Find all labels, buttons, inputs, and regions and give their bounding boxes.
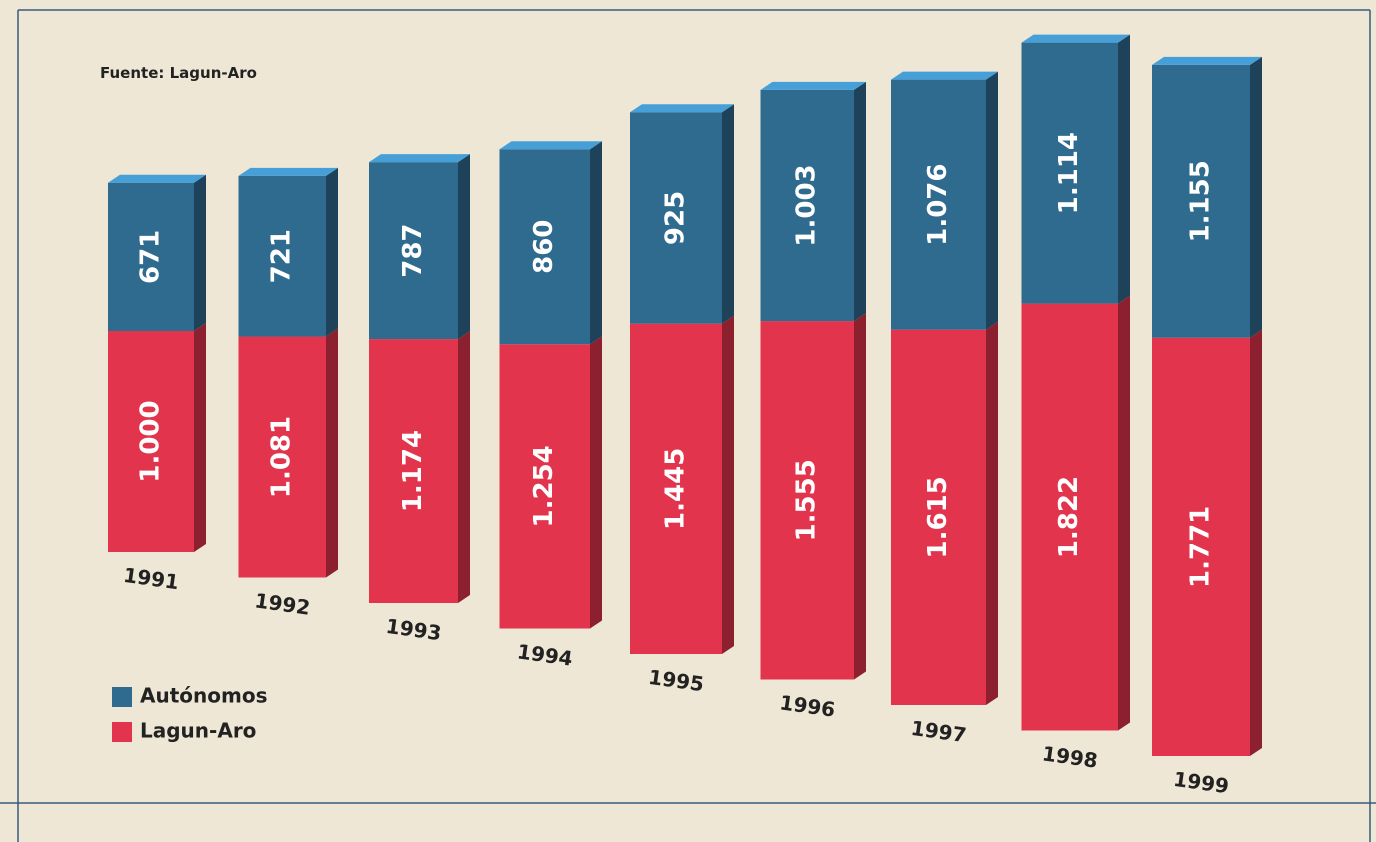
bar	[760, 321, 854, 680]
value-label: 1.174	[398, 430, 428, 512]
bar	[369, 339, 458, 603]
legend-label: Lagun-Aro	[140, 719, 256, 743]
bar-side	[326, 328, 338, 578]
bar-side	[590, 336, 602, 629]
bar-top	[630, 104, 734, 113]
bar-top	[1152, 56, 1262, 65]
bar	[630, 112, 722, 324]
bar-side	[590, 141, 602, 345]
bar-top	[108, 174, 206, 183]
source-note: Fuente: Lagun-Aro	[100, 64, 257, 82]
bar	[108, 331, 194, 552]
value-label: 1.114	[1054, 132, 1084, 214]
bar-top	[1021, 34, 1130, 43]
bar	[238, 175, 326, 337]
bar-side	[722, 315, 734, 654]
bar-top	[369, 154, 470, 163]
value-label: 787	[398, 223, 428, 277]
bar	[108, 182, 194, 331]
bar	[891, 329, 986, 705]
value-label: 1.445	[661, 448, 691, 530]
bar	[1152, 337, 1250, 756]
bar	[891, 79, 986, 330]
bar-top	[760, 81, 866, 90]
value-label: 1.615	[923, 476, 953, 558]
bar	[760, 89, 854, 322]
bar	[1152, 64, 1250, 338]
bar-top	[891, 71, 998, 80]
bar-side	[194, 323, 206, 552]
bar-side	[1250, 56, 1262, 338]
bar	[238, 336, 326, 578]
value-label: 1.155	[1186, 160, 1216, 242]
bar-side	[194, 174, 206, 331]
bar-top	[499, 141, 602, 150]
bar-side	[722, 104, 734, 324]
value-label: 1.081	[267, 416, 297, 498]
value-label: 1.076	[923, 164, 953, 246]
bar-side	[854, 313, 866, 680]
legend-swatch	[112, 687, 132, 707]
value-label: 671	[136, 230, 166, 284]
value-label: 1.000	[136, 400, 166, 482]
bar-side	[326, 167, 338, 337]
value-label: 1.822	[1054, 476, 1084, 558]
value-label: 1.003	[792, 164, 822, 246]
value-label: 925	[661, 191, 691, 245]
bar-side	[986, 71, 998, 330]
bar	[630, 323, 722, 654]
legend-label: Autónomos	[140, 684, 267, 708]
value-label: 1.254	[529, 445, 559, 527]
bar-side	[854, 81, 866, 322]
bar-side	[1250, 329, 1262, 756]
bar	[369, 162, 458, 340]
bar	[499, 149, 590, 345]
bar-side	[986, 321, 998, 705]
value-label: 1.555	[792, 459, 822, 541]
bar	[499, 344, 590, 629]
bar	[1021, 42, 1118, 304]
value-label: 860	[529, 220, 559, 274]
bar-side	[458, 331, 470, 603]
bar-side	[1118, 34, 1130, 304]
bar-side	[1118, 295, 1130, 731]
legend-swatch	[112, 722, 132, 742]
value-label: 721	[267, 229, 297, 283]
bar-side	[458, 154, 470, 340]
value-label: 1.771	[1186, 506, 1216, 588]
bar-top	[238, 167, 338, 176]
bar	[1021, 303, 1118, 731]
